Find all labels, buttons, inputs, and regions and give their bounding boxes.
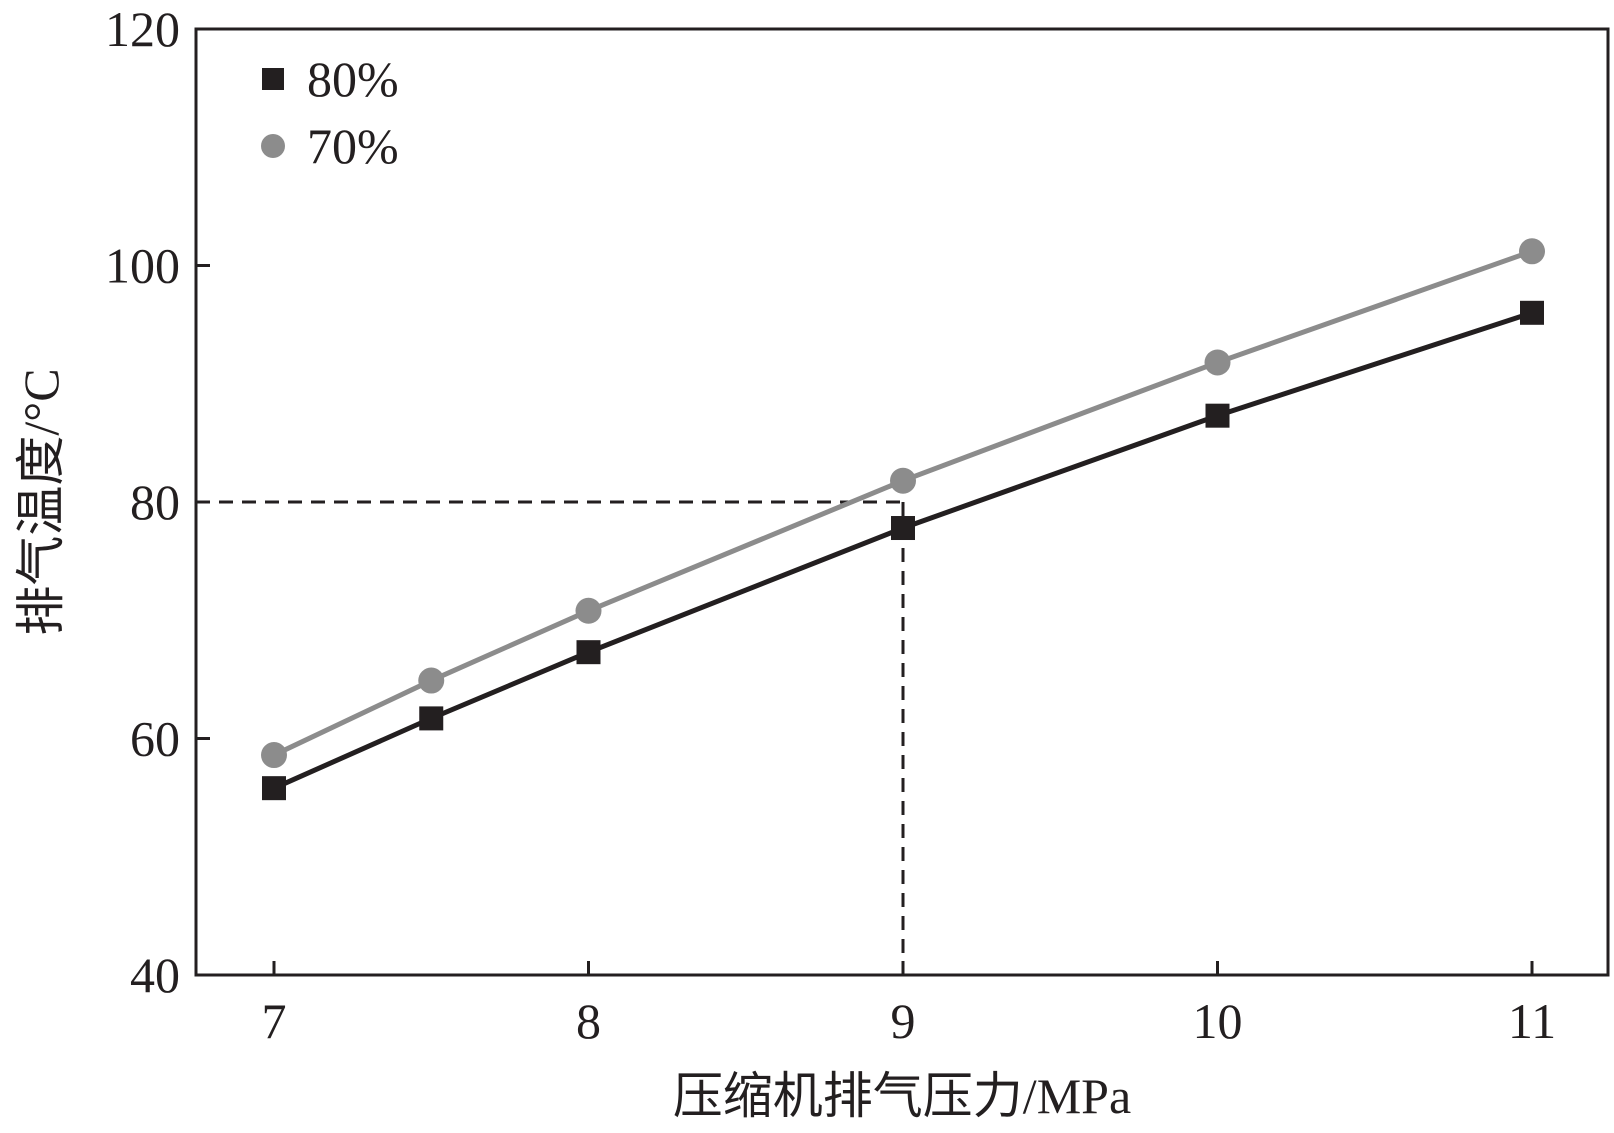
data-point [890, 467, 916, 494]
x-tick-label: 7 [262, 993, 287, 1049]
legend-label: 80% [307, 51, 399, 107]
legend-label: 70% [307, 118, 399, 174]
y-tick-label: 100 [105, 238, 180, 294]
data-point [891, 516, 915, 541]
x-axis-title: 压缩机排气压力/MPa [673, 1068, 1131, 1124]
y-tick-label: 60 [130, 711, 180, 767]
x-tick-label: 10 [1193, 993, 1243, 1049]
y-axis-title: 排气温度/°C [13, 368, 69, 635]
legend: 80%70% [261, 51, 399, 174]
data-point [1520, 300, 1544, 325]
data-point [419, 706, 444, 731]
y-tick-label: 80 [130, 474, 180, 530]
data-point [575, 597, 602, 624]
data-point [1204, 349, 1231, 376]
x-tick-label: 11 [1508, 993, 1556, 1049]
series-line [272, 310, 1533, 791]
x-axis: 7 8 9 10 11 [262, 961, 1556, 1049]
data-point [261, 742, 287, 769]
data-point [1519, 238, 1545, 265]
data-point [418, 667, 445, 694]
reference-lines [196, 500, 905, 975]
legend-marker [262, 68, 284, 90]
y-tick-label: 120 [105, 1, 180, 57]
data-point [262, 776, 286, 801]
legend-marker [261, 134, 285, 158]
x-tick-label: 9 [891, 993, 916, 1049]
data-point [1205, 403, 1230, 428]
data-point [576, 640, 601, 665]
series-line [272, 248, 1533, 758]
series-layer [261, 238, 1545, 801]
y-tick-label: 40 [130, 947, 180, 1003]
y-axis: 40 60 80 100 120 [105, 1, 210, 1003]
x-tick-label: 8 [576, 993, 601, 1049]
